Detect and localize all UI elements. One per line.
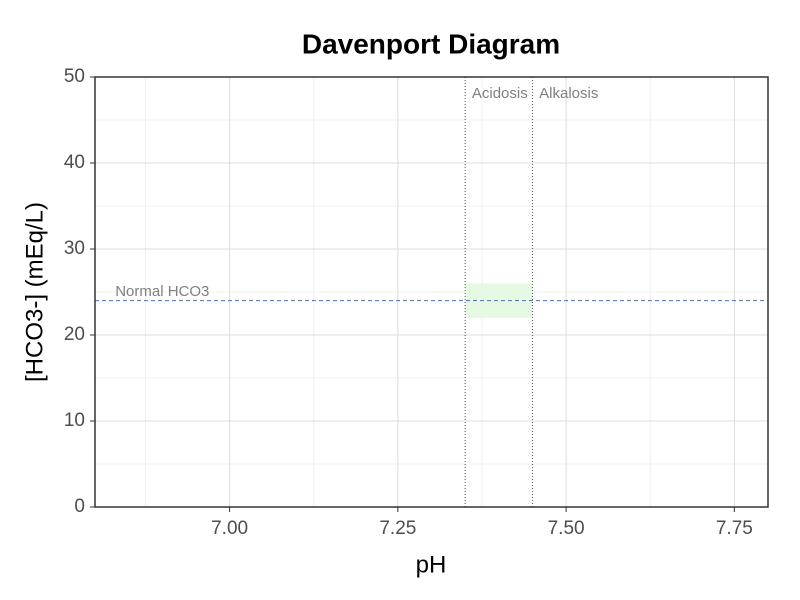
y-tick-label: 50 xyxy=(64,66,85,87)
x-tick-label: 7.75 xyxy=(716,518,753,539)
x-tick-label: 7.25 xyxy=(379,518,416,539)
plot-border xyxy=(94,76,769,508)
y-axis-label: [HCO3-] (mEq/L) xyxy=(21,202,48,382)
annotation: Normal HCO3 xyxy=(115,283,209,300)
y-tick-label: 0 xyxy=(74,496,85,517)
annotation: Acidosis xyxy=(472,85,528,102)
y-tick-label: 20 xyxy=(64,324,85,345)
x-tick-label: 7.00 xyxy=(211,518,248,539)
y-tick-label: 10 xyxy=(64,410,85,431)
annotation: Alkalosis xyxy=(539,85,598,102)
chart-title: Davenport Diagram xyxy=(302,28,560,59)
y-tick-label: 40 xyxy=(64,152,85,173)
x-axis-label: pH xyxy=(416,551,447,578)
y-tick-label: 30 xyxy=(64,238,85,259)
x-tick-label: 7.50 xyxy=(548,518,585,539)
